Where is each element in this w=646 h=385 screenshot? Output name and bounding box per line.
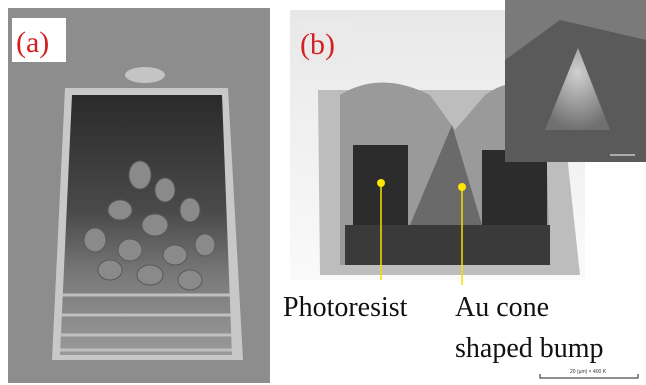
trench-bottom: [345, 225, 550, 265]
scale-bar-label: 20 (μm) × 400 K: [570, 369, 607, 375]
panel-label: (b): [300, 28, 335, 61]
pointer-dot: [377, 179, 385, 187]
annotation: shaped bump: [455, 333, 604, 364]
annotation: Photoresist: [283, 292, 408, 323]
panel-b: (b): [290, 0, 646, 285]
figure: (a) (b) Photoresist Au cone shaped bump …: [0, 0, 646, 385]
annotation: Au cone: [455, 292, 549, 323]
pointer-dot: [458, 183, 466, 191]
highlight: [125, 67, 165, 83]
panel-a: (a): [8, 8, 270, 383]
panel-label: (a): [16, 26, 49, 59]
